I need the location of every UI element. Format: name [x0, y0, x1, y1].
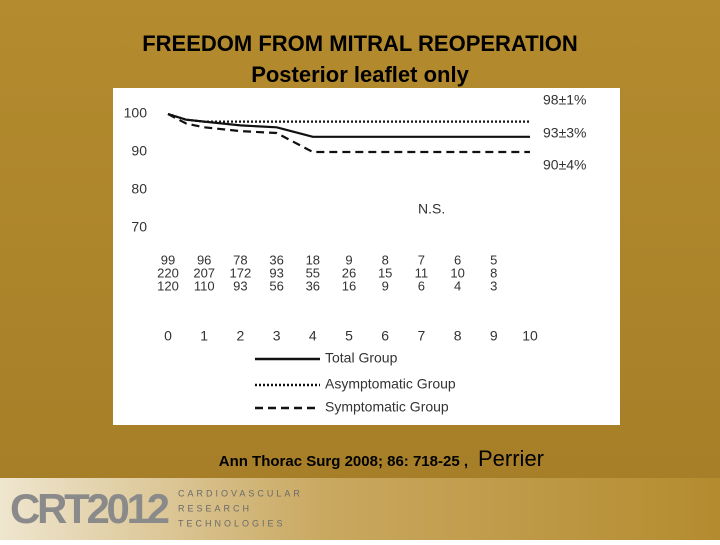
risk-number: 16 [342, 278, 356, 293]
risk-number: 6 [418, 278, 425, 293]
x-tick-label: 6 [381, 328, 389, 344]
x-tick-label: 7 [418, 328, 426, 344]
x-tick-label: 4 [309, 328, 317, 344]
x-tick-label: 9 [490, 328, 498, 344]
logo-line: TECHNOLOGIES [178, 518, 286, 528]
y-tick-label: 90 [131, 143, 147, 159]
x-tick-label: 3 [273, 328, 281, 344]
risk-number: 93 [269, 265, 283, 280]
risk-number: 120 [157, 278, 179, 293]
risk-number: 15 [378, 265, 392, 280]
risk-number: 55 [306, 265, 320, 280]
title: FREEDOM FROM MITRAL REOPERATION [142, 31, 578, 56]
x-tick-label: 10 [522, 328, 538, 344]
series-line [167, 113, 530, 154]
logo-band [0, 478, 720, 540]
risk-number: 18 [306, 252, 320, 267]
series-line [167, 112, 530, 138]
risk-number: 9 [382, 278, 389, 293]
x-tick-label: 2 [237, 328, 245, 344]
x-tick-label: 0 [164, 328, 172, 344]
risk-number: 9 [345, 252, 352, 267]
legend-label: Total Group [325, 350, 398, 366]
logo-main: CRT2012 [10, 485, 170, 532]
risk-number: 110 [194, 278, 215, 293]
risk-number: 10 [450, 265, 464, 280]
y-tick-label: 80 [131, 181, 147, 197]
y-tick-label: 70 [131, 219, 147, 235]
end-label: 98±1% [543, 92, 587, 108]
x-tick-label: 1 [200, 328, 208, 344]
risk-number: 207 [193, 265, 215, 280]
legend-label: Asymptomatic Group [325, 376, 456, 392]
risk-number: 7 [418, 252, 425, 267]
legend-label: Symptomatic Group [325, 399, 449, 415]
y-tick-label: 100 [124, 105, 148, 121]
subtitle: Posterior leaflet only [251, 62, 469, 87]
risk-number: 36 [269, 252, 283, 267]
risk-number: 99 [161, 252, 175, 267]
risk-number: 3 [490, 278, 497, 293]
risk-number: 6 [454, 252, 461, 267]
risk-number: 93 [233, 278, 247, 293]
x-tick-label: 5 [345, 328, 353, 344]
risk-number: 11 [415, 265, 429, 280]
end-label: 90±4% [543, 157, 587, 173]
risk-number: 36 [306, 278, 320, 293]
end-label: 93±3% [543, 125, 587, 141]
risk-number: 4 [454, 278, 461, 293]
series-line [167, 112, 530, 123]
risk-number: 220 [157, 265, 179, 280]
risk-number: 26 [342, 265, 356, 280]
citation: Ann Thorac Surg 2008; 86: 718-25 , [219, 453, 468, 470]
risk-number: 5 [490, 252, 497, 267]
annotation: N.S. [418, 201, 445, 217]
x-tick-label: 8 [454, 328, 462, 344]
risk-number: 96 [197, 252, 211, 267]
author: Perrier [478, 446, 544, 471]
risk-number: 78 [233, 252, 247, 267]
risk-number: 8 [490, 265, 497, 280]
logo-line: RESEARCH [178, 503, 252, 513]
risk-number: 172 [230, 265, 252, 280]
logo-line: CARDIOVASCULAR [178, 488, 303, 498]
risk-number: 8 [382, 252, 389, 267]
risk-number: 56 [269, 278, 283, 293]
chart-panel [113, 88, 620, 425]
